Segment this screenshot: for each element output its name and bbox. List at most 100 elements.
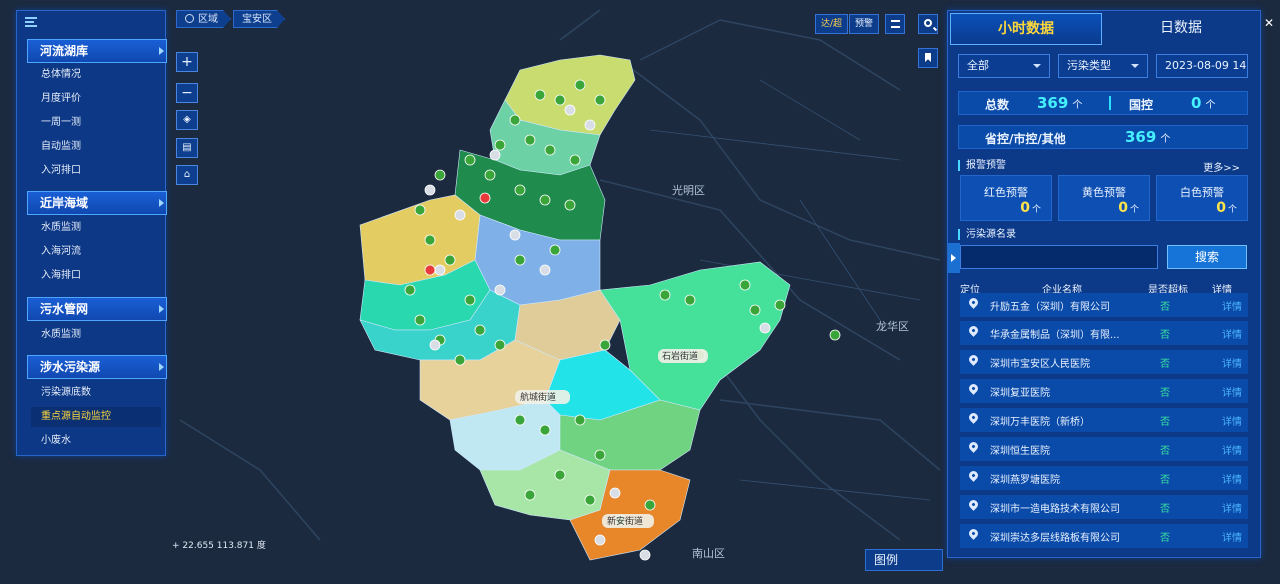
district-label-guangming: 光明区 [672, 184, 705, 197]
exceed-filter-button[interactable]: 达/超 [815, 14, 849, 34]
nav-item-sewer-quality[interactable]: 水质监测 [41, 329, 81, 340]
company-name: 深圳恒生医院 [990, 446, 1050, 457]
table-row[interactable]: 深圳崇达多层线路板有限公司 否 详情 [960, 524, 1248, 548]
column-detail: 详情 [1212, 285, 1232, 296]
nav-item-weekly[interactable]: 一周一测 [41, 117, 81, 128]
company-name: 深圳万丰医院（新桥） [990, 417, 1090, 428]
nav-item-source-base[interactable]: 污染源底数 [41, 387, 91, 398]
breadcrumb-label: 宝安区 [242, 14, 272, 25]
scope-select[interactable]: 全部 [958, 54, 1050, 78]
table-row[interactable]: 华承金属制品（深圳）有限... 否 详情 [960, 321, 1248, 345]
nav-item-river-outlet[interactable]: 入河排口 [41, 165, 81, 176]
location-pin-icon[interactable] [967, 469, 980, 482]
more-link[interactable]: 更多>> [1203, 163, 1240, 174]
location-pin-icon[interactable] [967, 440, 980, 453]
table-row[interactable]: 深圳燕罗塘医院 否 详情 [960, 466, 1248, 490]
tab-daily-data[interactable]: 日数据 [1160, 20, 1202, 36]
breadcrumb-item-area[interactable]: 区域 [176, 10, 231, 28]
table-row[interactable]: 深圳市宝安区人民医院 否 详情 [960, 350, 1248, 374]
bookmark-button[interactable] [918, 48, 938, 68]
search-button[interactable]: 搜索 [1167, 245, 1247, 269]
nav-item-water-quality[interactable]: 水质监测 [41, 222, 81, 233]
search-map-button[interactable] [918, 14, 938, 34]
coordinate-readout: + 22.655 113.871 度 [172, 538, 266, 551]
menu-icon[interactable] [25, 17, 37, 27]
location-pin-icon[interactable] [967, 527, 980, 540]
zoom-out-button[interactable]: − [176, 83, 198, 103]
nav-item-small-waste-water[interactable]: 小废水 [41, 435, 71, 446]
nav-item-monthly[interactable]: 月度评价 [41, 93, 81, 104]
table-row[interactable]: 升励五金（深圳）有限公司 否 详情 [960, 293, 1248, 317]
close-icon[interactable]: ✕ [1264, 16, 1275, 30]
pollution-type-select[interactable]: 污染类型 [1058, 54, 1148, 78]
stat-national-number: 0 [1191, 94, 1202, 112]
alarm-label: 红色预警 [984, 186, 1028, 199]
street-label-xinan: 新安街道 [607, 517, 644, 527]
company-name: 华承金属制品（深圳）有限... [990, 330, 1120, 341]
legend-button[interactable]: 图例 [865, 549, 943, 571]
location-pin-icon[interactable] [967, 411, 980, 424]
location-pin-icon[interactable] [967, 353, 980, 366]
date-picker[interactable]: 2023-08-09 14 [1156, 54, 1248, 78]
location-pin-icon[interactable] [967, 296, 980, 309]
stat-provincial-number: 369 [1125, 128, 1157, 146]
nav-section-rivers[interactable]: 河流湖库 [27, 39, 167, 63]
table-row[interactable]: 深圳复亚医院 否 详情 [960, 379, 1248, 403]
map-icon: ▤ [182, 142, 192, 153]
company-name: 深圳燕罗塘医院 [990, 475, 1060, 486]
zoom-in-button[interactable]: + [176, 52, 198, 72]
detail-link[interactable]: 详情 [1222, 533, 1242, 544]
nav-section-label: 近岸海域 [40, 196, 89, 210]
source-search-input[interactable] [960, 245, 1158, 269]
location-pin-icon[interactable] [967, 498, 980, 511]
nav-item-sea-rivers[interactable]: 入海河流 [41, 246, 81, 257]
street-label-shiyan: 石岩街道 [662, 352, 699, 362]
street-label-hangcheng: 航城街道 [520, 393, 557, 403]
nav-item-auto-monitor[interactable]: 自动监测 [41, 141, 81, 152]
chevron-right-icon [159, 47, 164, 55]
table-row[interactable]: 深圳市一造电路技术有限公司 否 详情 [960, 495, 1248, 519]
pollution-type-value: 污染类型 [1067, 59, 1111, 72]
breadcrumb: 区域 宝安区 [176, 10, 287, 28]
stat-divider [1109, 96, 1111, 110]
home-button[interactable]: ⌂ [176, 165, 198, 185]
location-pin-icon[interactable] [967, 382, 980, 395]
detail-link[interactable]: 详情 [1222, 446, 1242, 457]
detail-link[interactable]: 详情 [1222, 504, 1242, 515]
nav-item-sea-outlet[interactable]: 入海排口 [41, 270, 81, 281]
nav-section-sewer[interactable]: 污水管网 [27, 297, 167, 321]
location-pin-icon[interactable] [967, 324, 980, 337]
map-type-button[interactable]: ▤ [176, 138, 198, 158]
detail-link[interactable]: 详情 [1222, 302, 1242, 313]
source-list-title: 污染源名录 [958, 229, 1016, 240]
collapse-panel-handle[interactable] [948, 243, 960, 273]
company-name: 升励五金（深圳）有限公司 [990, 302, 1110, 313]
chevron-right-icon [159, 363, 164, 371]
list-button[interactable] [885, 14, 905, 34]
detail-link[interactable]: 详情 [1222, 330, 1242, 341]
tab-hourly-data[interactable]: 小时数据 [950, 13, 1102, 45]
detail-link[interactable]: 详情 [1222, 388, 1242, 399]
table-row[interactable]: 深圳恒生医院 否 详情 [960, 437, 1248, 461]
exceed-flag: 否 [1160, 446, 1170, 457]
warning-filter-button[interactable]: 预警 [849, 14, 880, 34]
right-panel: 小时数据 日数据 全部 污染类型 2023-08-09 14 总数 369 个 国… [947, 10, 1261, 558]
district-label-nanshan: 南山区 [692, 547, 725, 560]
stat-unit: 个 [1160, 134, 1171, 145]
nav-section-coastal[interactable]: 近岸海域 [27, 191, 167, 215]
nav-section-pollution-source[interactable]: 涉水污染源 [27, 355, 167, 379]
detail-link[interactable]: 详情 [1222, 475, 1242, 486]
table-row[interactable]: 深圳万丰医院（新桥） 否 详情 [960, 408, 1248, 432]
nav-item-overview[interactable]: 总体情况 [41, 69, 81, 80]
detail-link[interactable]: 详情 [1222, 359, 1242, 370]
layers-button[interactable]: ◈ [176, 110, 198, 130]
detail-link[interactable]: 详情 [1222, 417, 1242, 428]
minus-icon: − [181, 85, 193, 101]
column-exceed: 是否超标 [1148, 285, 1188, 296]
breadcrumb-item-baoan[interactable]: 宝安区 [233, 10, 285, 28]
nav-item-key-source-monitor[interactable]: 重点源自动监控 [31, 407, 161, 427]
